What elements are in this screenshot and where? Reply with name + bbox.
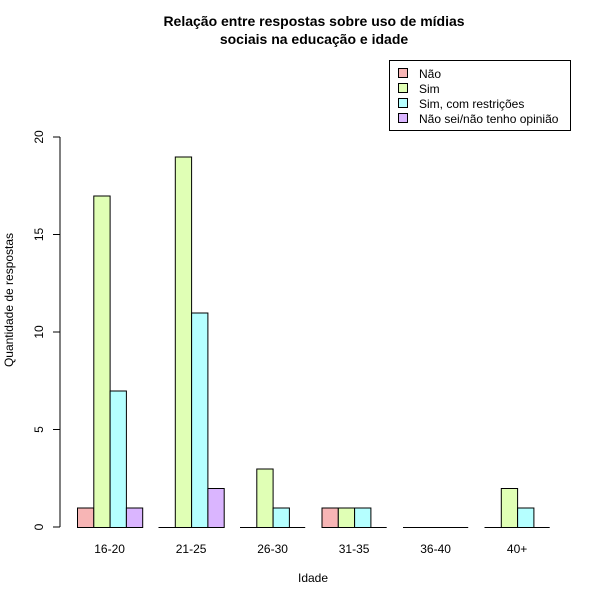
bars [77,156,550,528]
bar [321,507,339,528]
legend-entry: Sim [419,82,440,96]
y-axis-label: Quantidade de respostas [2,233,16,367]
x-tick-label: 40+ [507,542,527,556]
bar [191,312,209,528]
legend-entry: Sim, com restrições [419,97,524,111]
chart-title-line-2: sociais na educação e idade [220,31,409,47]
bar [125,507,144,528]
bar [256,468,274,528]
bar [109,390,127,528]
bar [354,507,372,528]
bar [500,488,519,528]
legend-entry: Não sei/não tenho opinião [419,112,559,126]
x-tick-label: 26-30 [257,542,288,556]
x-axis-labels: 16-20 21-25 26-30 31-35 36-40 40+ [94,542,527,556]
legend-swatch [398,113,408,123]
x-tick-label: 31-35 [339,542,370,556]
y-tick-label: 5 [32,426,46,433]
x-axis-label: Idade [298,571,328,585]
bar [337,507,356,528]
y-axis: 0 5 10 15 20 [32,130,61,530]
y-tick-label: 0 [32,523,46,530]
bar [207,488,225,528]
y-tick-label: 20 [32,130,46,144]
legend-entry: Não [419,67,441,81]
legend-swatch [398,83,408,93]
bar [93,195,111,528]
legend-swatch [398,68,408,78]
legend-swatch [398,98,408,108]
y-tick-label: 10 [32,325,46,339]
bar [272,507,290,528]
x-tick-label: 21-25 [176,542,207,556]
x-tick-label: 16-20 [94,542,125,556]
chart-title-line-1: Relação entre respostas sobre uso de míd… [163,13,464,29]
bar [77,507,95,528]
y-tick-label: 15 [32,228,46,242]
bar [517,507,535,528]
legend-box [389,60,571,131]
x-tick-label: 36-40 [420,542,451,556]
bar [174,156,193,528]
